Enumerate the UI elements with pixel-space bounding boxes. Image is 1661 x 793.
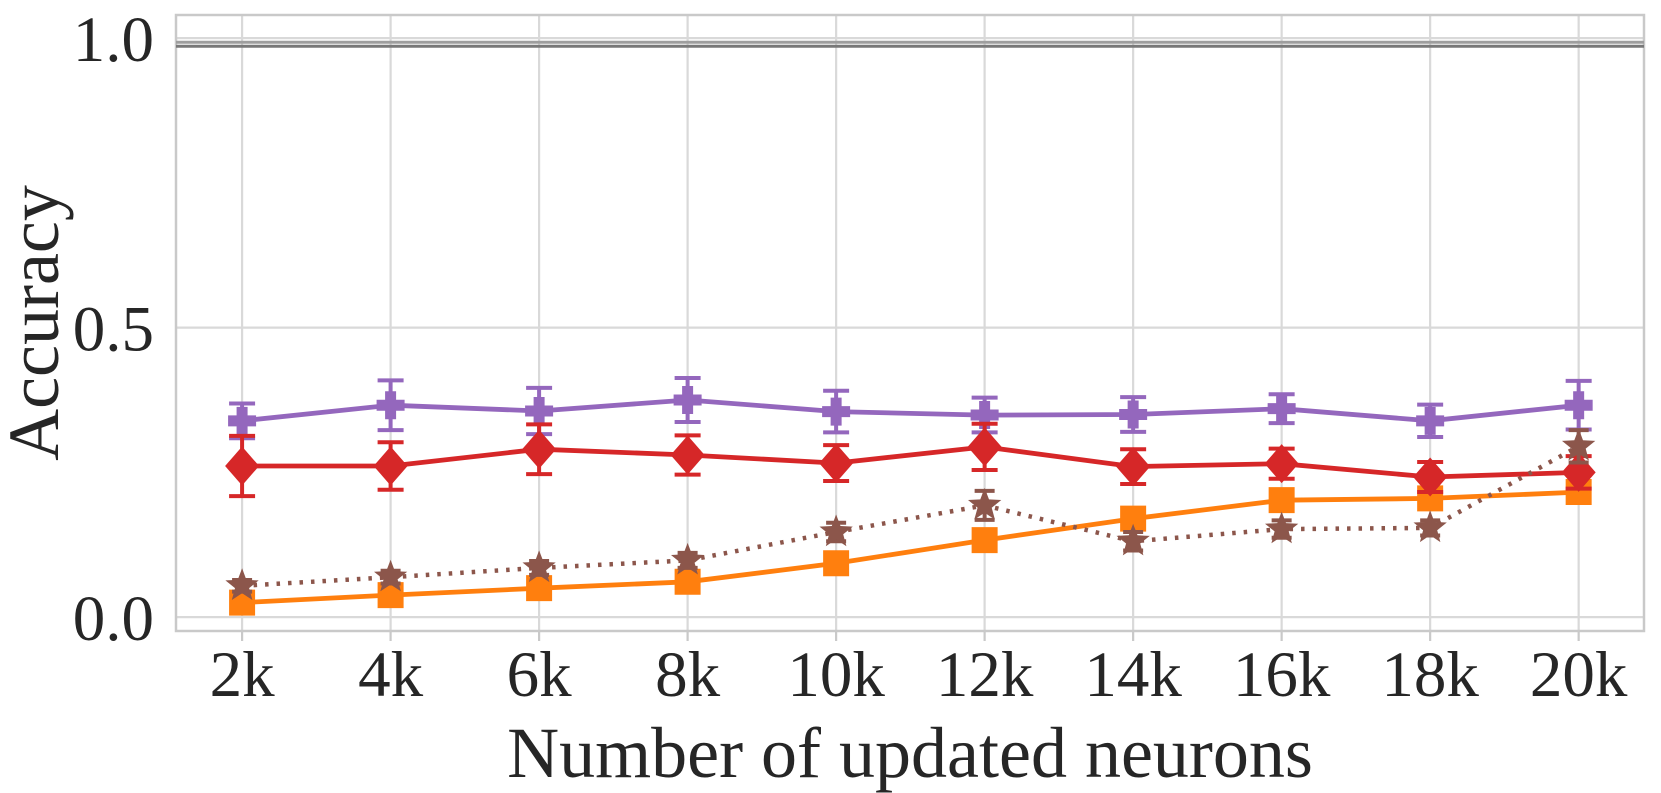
x-tick-label-18k: 18k xyxy=(1381,639,1479,711)
square-marker xyxy=(1268,487,1295,514)
star-marker xyxy=(1413,510,1447,543)
y-tick-label-0.5: 0.5 xyxy=(73,294,154,366)
diamond-marker xyxy=(1413,457,1448,497)
diamond-marker xyxy=(225,446,260,486)
x-tick-label-4k: 4k xyxy=(358,639,424,711)
series-orange-square xyxy=(229,479,1592,616)
square-marker xyxy=(377,582,404,609)
series-brown-star-dotted xyxy=(225,428,1596,600)
diamond-marker xyxy=(670,435,705,475)
markers-purple-plus xyxy=(228,386,1593,435)
plus-marker xyxy=(525,397,554,425)
line-purple-plus xyxy=(241,397,1579,424)
square-marker xyxy=(526,575,553,602)
x-tick-label-10k: 10k xyxy=(787,639,885,711)
x-tick-label-6k: 6k xyxy=(507,639,573,711)
plus-marker xyxy=(822,397,851,426)
diamond-marker xyxy=(522,429,557,469)
markers-red-diamond xyxy=(225,427,1596,497)
line-orange-square xyxy=(241,489,1579,605)
x-tick-label-2k: 2k xyxy=(210,639,276,711)
plus-marker xyxy=(673,386,702,414)
star-marker xyxy=(522,550,556,583)
plus-marker xyxy=(1564,391,1593,420)
plus-marker xyxy=(228,406,257,435)
line-red-diamond xyxy=(242,444,1579,480)
plus-marker xyxy=(970,401,999,430)
star-marker xyxy=(374,559,408,592)
square-marker xyxy=(674,568,701,595)
star-marker xyxy=(1116,523,1150,556)
x-tick-label-8k: 8k xyxy=(655,639,721,711)
star-marker xyxy=(671,542,705,575)
plus-marker xyxy=(1119,400,1148,429)
diamond-marker xyxy=(1264,444,1299,484)
plus-marker xyxy=(1416,406,1445,435)
x-tick-label-12k: 12k xyxy=(936,639,1034,711)
x-tick-label-14k: 14k xyxy=(1084,639,1182,711)
diamond-marker xyxy=(1116,447,1151,487)
y-tick-label-0.0: 0.0 xyxy=(73,583,154,655)
star-marker xyxy=(1562,428,1596,461)
diamond-marker xyxy=(819,443,854,483)
star-marker xyxy=(819,514,853,547)
diamond-marker xyxy=(373,446,408,486)
gridlines xyxy=(176,15,1644,631)
square-marker xyxy=(823,550,850,577)
square-marker xyxy=(1120,505,1147,532)
plus-marker xyxy=(1267,394,1296,423)
x-tick-label-20k: 20k xyxy=(1530,639,1628,711)
square-marker xyxy=(971,527,998,554)
x-axis-label: Number of updated neurons xyxy=(507,713,1313,793)
star-marker xyxy=(1265,511,1299,544)
x-tick-label-16k: 16k xyxy=(1233,639,1331,711)
y-tick-label-1.0: 1.0 xyxy=(73,4,154,76)
series-red-diamond xyxy=(225,421,1596,499)
square-marker xyxy=(1565,479,1592,506)
markers-brown-star-dotted xyxy=(225,428,1596,600)
y-axis-label: Accuracy xyxy=(0,185,74,461)
plot-border xyxy=(174,13,1646,633)
plus-marker xyxy=(376,391,405,420)
star-marker xyxy=(225,568,259,600)
x-tick-marks xyxy=(240,631,1580,641)
diamond-marker xyxy=(967,427,1002,467)
star-marker xyxy=(968,487,1002,520)
